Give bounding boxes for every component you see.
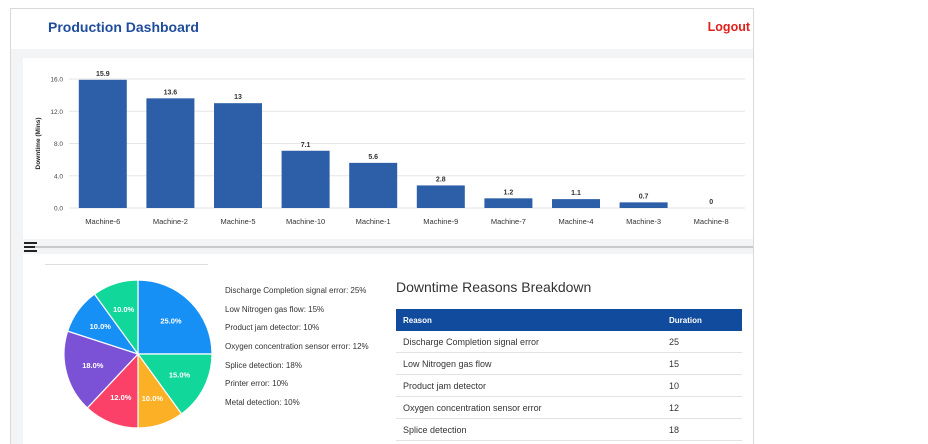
- duration-cell: 18: [662, 418, 742, 441]
- reason-cell: Product jam detector: [396, 374, 662, 397]
- bar: [349, 162, 398, 208]
- legend-item: Metal detection: 10%: [225, 398, 300, 408]
- x-tick-label: Machine-10: [286, 217, 325, 226]
- x-tick-label: Machine-4: [558, 217, 593, 226]
- duration-cell: 25: [662, 331, 742, 353]
- x-tick-label: Machine-2: [153, 217, 188, 226]
- pie-slice-label: 25.0%: [160, 317, 182, 326]
- bar: [281, 150, 330, 208]
- downtime-reasons-pie-chart: 25.0%15.0%10.0%12.0%18.0%10.0%10.0%: [63, 279, 213, 429]
- reason-cell: Discharge Completion signal error: [396, 331, 662, 353]
- reasons-section: 25.0% 15.0% 10.0% 12.0% 18.0% 10.0% 10.0% Disc…: [23, 254, 753, 444]
- legend-item: Discharge Completion signal error: 25%: [225, 286, 367, 295]
- downtime-bar-chart-card: 0.0 4.0 8.0 12.0 16.0 Downtime (Mins) 15.9 Mach…: [23, 58, 753, 239]
- pie-slice-label: 12.0%: [110, 393, 132, 402]
- y-tick-label: 12.0: [50, 109, 63, 116]
- pie-slice: [136, 353, 213, 415]
- pie-slice: [63, 330, 140, 409]
- x-tick-label: Machine-7: [491, 217, 526, 226]
- bar: [484, 198, 533, 208]
- bar: [619, 202, 668, 208]
- bar: [552, 199, 600, 208]
- bar-value-label: 0: [709, 199, 713, 206]
- legend-item: Splice detection: 18%: [225, 360, 302, 370]
- y-tick-label: 8.0: [54, 141, 63, 148]
- pie-legend: Discharge Completion signal error: 25% L…: [225, 286, 369, 417]
- duration-cell: 15: [662, 352, 742, 375]
- legend-item: Printer error: 10%: [225, 379, 289, 389]
- reason-cell: Oxygen concentration sensor error: [396, 396, 662, 419]
- bar-value-label: 13: [234, 94, 242, 101]
- bar: [416, 185, 465, 208]
- pie-slice-label: 15.0%: [169, 371, 191, 380]
- dashboard-frame: Production Dashboard Logout 0.0 4.0 8.0 12.…: [10, 8, 754, 444]
- pie-slice-label: 10.0%: [113, 305, 135, 314]
- table-row: Splice detection 18: [396, 418, 742, 441]
- table-row: Discharge Completion signal error 25: [396, 331, 742, 353]
- table-row: Oxygen concentration sensor error 12: [396, 396, 742, 419]
- menu-icon[interactable]: [24, 242, 37, 252]
- logout-link[interactable]: Logout: [707, 20, 750, 34]
- pie-slice: [137, 279, 213, 355]
- table-row: Product jam detector 10: [396, 374, 742, 397]
- bar-value-label: 15.9: [96, 71, 110, 78]
- y-axis-label: Downtime (Mins): [35, 118, 42, 170]
- y-tick-label: 0.0: [54, 206, 63, 213]
- section-divider: [35, 246, 753, 248]
- reason-cell: Low Nitrogen gas flow: [396, 352, 662, 375]
- pie-slice-label: 18.0%: [82, 361, 104, 370]
- page-title: Production Dashboard: [48, 19, 199, 35]
- x-tick-label: Machine-5: [220, 217, 255, 226]
- downtime-reasons-table: Reason Duration Discharge Completion sig…: [396, 309, 742, 441]
- legend-item: Low Nitrogen gas flow: 15%: [225, 304, 325, 314]
- legend-item: Product jam detector: 10%: [225, 323, 320, 333]
- x-tick-label: Machine-9: [423, 217, 458, 226]
- bar: [214, 103, 262, 208]
- bar-value-label: 13.6: [164, 89, 178, 96]
- y-tick-label: 4.0: [54, 173, 63, 180]
- y-tick-label: 16.0: [50, 77, 63, 84]
- table-header-row: Reason Duration: [396, 309, 742, 331]
- bar-value-label: 5.6: [368, 154, 378, 161]
- x-tick-label: Machine-8: [694, 217, 729, 226]
- bar-value-label: 0.7: [639, 193, 649, 200]
- bar-value-label: 1.1: [571, 190, 581, 197]
- bar: [146, 98, 195, 208]
- duration-cell: 12: [662, 396, 742, 419]
- pie-slice: [93, 279, 139, 356]
- bar-value-label: 1.2: [504, 189, 514, 196]
- x-tick-label: Machine-6: [85, 217, 120, 226]
- pie-slice-label: 10.0%: [142, 394, 164, 403]
- reason-cell: Splice detection: [396, 418, 662, 441]
- pie-top-rule: [45, 264, 208, 265]
- bar-value-label: 7.1: [301, 142, 311, 149]
- legend-item: Oxygen concentration sensor error: 12%: [225, 342, 369, 352]
- duration-cell: 10: [662, 374, 742, 397]
- bar-value-label: 2.8: [436, 176, 446, 183]
- column-header-reason: Reason: [396, 309, 662, 331]
- table-row: Low Nitrogen gas flow 15: [396, 352, 742, 375]
- downtime-bar-chart: 0.0 4.0 8.0 12.0 16.0 Downtime (Mins) 15.9 Mach…: [35, 71, 745, 226]
- column-header-duration: Duration: [662, 309, 742, 331]
- x-tick-label: Machine-1: [356, 217, 391, 226]
- header-bar: Production Dashboard Logout: [11, 9, 753, 49]
- pie-slice-label: 10.0%: [90, 322, 112, 331]
- table-title: Downtime Reasons Breakdown: [396, 279, 592, 295]
- bar: [78, 79, 127, 209]
- x-tick-label: Machine-3: [626, 217, 661, 226]
